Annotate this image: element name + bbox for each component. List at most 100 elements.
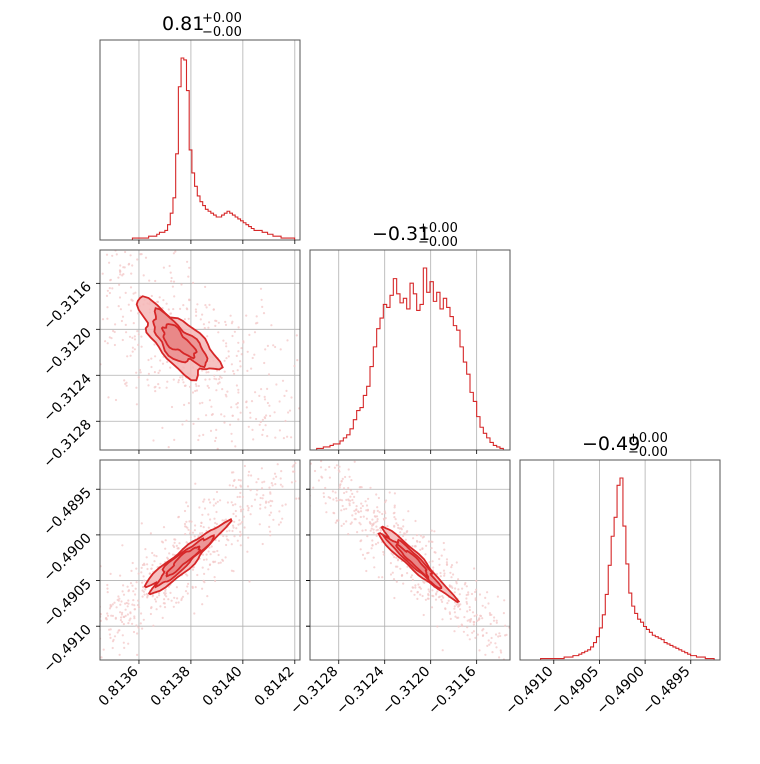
sample-point — [435, 572, 439, 576]
sample-point — [139, 622, 142, 625]
sample-point — [181, 378, 184, 381]
sample-point — [198, 434, 201, 437]
sample-point — [169, 271, 172, 274]
sample-point — [260, 467, 263, 470]
sample-point — [5, 125, 7, 127]
sample-point — [283, 452, 285, 454]
sample-point — [37, 689, 39, 691]
sample-point — [237, 418, 240, 421]
sample-point — [168, 467, 170, 469]
sample-point — [255, 315, 258, 318]
sample-point — [142, 274, 145, 277]
sample-point — [359, 510, 363, 513]
panel-frame — [309, 249, 511, 451]
sample-point — [201, 553, 205, 556]
sample-point — [260, 298, 263, 301]
sample-point — [106, 591, 109, 594]
sample-point — [230, 543, 233, 546]
sample-point — [246, 498, 248, 500]
sample-point — [410, 574, 414, 577]
sample-point — [320, 475, 323, 478]
sample-point — [442, 569, 446, 572]
sample-point — [495, 619, 498, 622]
sample-point — [440, 598, 443, 601]
sample-point — [432, 566, 435, 569]
sample-point — [306, 412, 308, 414]
sample-point — [237, 523, 240, 526]
panel-title-2: −0.31 — [372, 223, 430, 245]
sample-point — [165, 302, 168, 305]
sample-point — [196, 573, 199, 577]
sample-point — [173, 538, 176, 541]
sample-point — [141, 581, 144, 584]
sample-point — [224, 393, 227, 396]
sample-point — [141, 595, 144, 598]
sample-point — [269, 431, 271, 433]
sample-point — [215, 319, 218, 323]
sample-point — [328, 465, 331, 469]
sample-point — [105, 253, 109, 256]
sample-point — [286, 463, 288, 465]
sample-point — [372, 556, 375, 559]
sample-point — [279, 477, 282, 480]
sample-point — [131, 584, 134, 587]
sample-point — [223, 519, 226, 522]
sample-point — [226, 501, 229, 504]
sample-point — [478, 593, 482, 596]
sample-point — [114, 616, 117, 620]
sample-point — [132, 292, 135, 295]
sample-point — [332, 498, 335, 501]
sample-point — [393, 556, 396, 559]
sample-point — [427, 597, 430, 600]
sample-point — [83, 664, 85, 666]
sample-point — [218, 381, 221, 384]
sample-point — [121, 544, 124, 547]
sample-point — [111, 646, 114, 650]
sample-point — [215, 378, 218, 381]
sample-point — [130, 569, 133, 573]
sample-point — [142, 575, 145, 578]
sample-point — [132, 630, 136, 634]
sample-point — [158, 296, 161, 299]
sample-point — [177, 515, 180, 518]
sample-point — [137, 333, 140, 336]
sample-point — [74, 663, 76, 665]
sample-point — [481, 604, 484, 607]
sample-point — [132, 241, 134, 243]
density-contour-3 — [160, 323, 198, 360]
sample-point — [441, 595, 444, 598]
x-tick-label: 0.8140 — [200, 664, 246, 710]
sample-point — [26, 258, 28, 260]
sample-point — [261, 542, 264, 546]
sample-point — [349, 489, 353, 492]
sample-point — [347, 486, 350, 490]
sample-point — [407, 510, 410, 513]
sample-point — [253, 498, 257, 501]
sample-point — [146, 567, 149, 571]
sample-point — [272, 518, 275, 521]
sample-point — [187, 317, 190, 320]
sample-point — [16, 226, 18, 228]
sample-point — [185, 501, 188, 504]
sample-point — [118, 597, 121, 600]
sample-point — [376, 506, 379, 509]
sample-point — [393, 516, 396, 519]
sample-point — [63, 229, 65, 231]
sample-point — [341, 547, 343, 549]
sample-point — [168, 264, 171, 268]
sample-point — [470, 592, 474, 596]
sample-point — [285, 389, 288, 392]
y-tick-label: −0.4910 — [41, 622, 95, 676]
sample-point — [348, 504, 351, 507]
y-tick-label: −0.4895 — [41, 485, 95, 539]
sample-point — [453, 611, 456, 614]
sample-point — [210, 405, 213, 408]
sample-point — [111, 287, 114, 290]
sample-point — [191, 531, 195, 534]
sample-point — [147, 384, 150, 387]
sample-point — [497, 635, 500, 638]
sample-point — [525, 657, 527, 659]
sample-point — [153, 560, 156, 563]
sample-point — [170, 280, 173, 283]
sample-point — [163, 606, 167, 609]
